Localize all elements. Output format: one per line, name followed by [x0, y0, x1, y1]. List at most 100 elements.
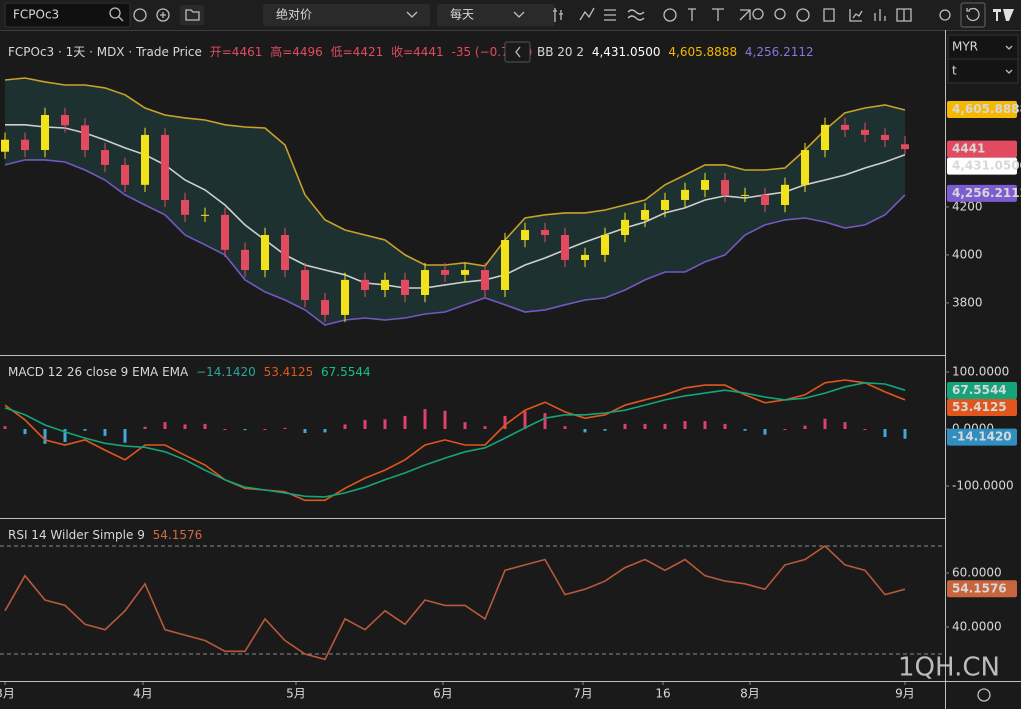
compare-tool[interactable]	[849, 9, 863, 22]
candle-body	[161, 134, 169, 200]
reset-tool[interactable]	[796, 8, 810, 22]
high-label: 高=4496	[270, 44, 323, 59]
x-tick-label: 9月	[895, 687, 915, 701]
candle-body	[181, 199, 189, 215]
histogram-bar	[183, 424, 187, 430]
candle-body	[541, 229, 549, 235]
line-tool[interactable]	[579, 7, 595, 21]
histogram-bar	[603, 429, 607, 431]
histogram-bar	[163, 422, 167, 430]
undo-icon	[966, 7, 980, 22]
histogram-bar	[303, 429, 307, 434]
candle-body	[241, 249, 249, 271]
chevron	[406, 11, 418, 18]
axis-settings[interactable]	[977, 688, 991, 702]
undo-button[interactable]	[960, 2, 986, 28]
bb-mid-value: 4,431.0500	[592, 45, 661, 59]
series-line	[4, 381, 906, 498]
price-type[interactable]: 绝对价	[276, 7, 312, 22]
search-icon[interactable]	[109, 7, 121, 19]
unit-select[interactable]	[947, 58, 1019, 84]
symbol[interactable]: FCPOc3	[13, 8, 59, 22]
histogram-bar	[583, 429, 587, 433]
histogram-bar	[203, 423, 207, 430]
band-fill	[5, 78, 905, 325]
price-label-box	[947, 381, 1017, 399]
candle-body	[1, 139, 9, 152]
histogram-bar	[383, 419, 387, 430]
histogram-bar	[443, 410, 447, 430]
macd-legend: MACD 12 26 close 9 EMA EMA −14.1420 53.4…	[8, 365, 371, 379]
histogram-bar	[523, 411, 527, 430]
interval-select[interactable]	[437, 4, 555, 26]
interval[interactable]: 每天	[450, 7, 474, 22]
histogram-bar	[43, 429, 47, 444]
histogram-bar	[23, 429, 27, 435]
bb-upper-value: 4,605.8888	[668, 45, 737, 59]
histogram-bar	[643, 423, 647, 430]
collapse-button[interactable]	[504, 41, 531, 63]
text-tool[interactable]	[688, 8, 696, 21]
candle-body	[361, 279, 369, 290]
candle-body	[21, 139, 29, 151]
histogram-bar	[63, 429, 67, 443]
hist-value: −14.1420	[196, 365, 256, 379]
zoom-out[interactable]	[774, 8, 786, 20]
histogram-bar	[863, 429, 867, 431]
price-label-box	[947, 428, 1017, 446]
histogram-bar	[503, 415, 507, 430]
price-label-box	[947, 157, 1017, 175]
search-icon-handle	[118, 16, 124, 22]
price-label: 4,256.2112	[952, 186, 1021, 200]
add-icon	[160, 12, 166, 18]
arrow-tool[interactable]	[739, 9, 751, 21]
candle-body	[81, 125, 89, 151]
settings[interactable]	[939, 9, 951, 21]
x-tick-label: 6月	[433, 687, 453, 701]
histogram-bar	[3, 426, 7, 430]
e-tool[interactable]	[663, 8, 677, 22]
candle-tool[interactable]	[553, 8, 563, 22]
symbol-search[interactable]	[4, 2, 131, 28]
price-type-select[interactable]	[263, 4, 430, 26]
toolbar: FCPOc3 绝对价 每天	[0, 0, 1021, 30]
series-line	[5, 124, 906, 289]
price-label-box	[947, 184, 1017, 202]
unit[interactable]: t	[952, 64, 957, 78]
series-line	[4, 159, 906, 326]
histogram-bar	[763, 429, 767, 435]
copy-tool[interactable]	[823, 8, 835, 22]
bars-tool[interactable]	[874, 9, 886, 21]
t-tool[interactable]	[712, 8, 724, 21]
history-button[interactable]	[133, 8, 147, 22]
folder-button[interactable]	[180, 5, 204, 25]
layout-tool[interactable]	[896, 8, 912, 22]
candle-body	[741, 194, 749, 196]
histogram-bar	[143, 426, 147, 430]
candle-body	[141, 134, 149, 185]
wave-tool[interactable]	[627, 9, 645, 21]
chevron	[1005, 69, 1013, 74]
currency[interactable]: MYR	[952, 40, 978, 54]
price-label-box	[947, 140, 1017, 158]
currency-select[interactable]	[947, 34, 1019, 60]
plots: 3800 4000 4200 4,605.8888 4441 4,431.0500 4,25…	[0, 77, 1021, 701]
indicator-tool[interactable]	[604, 9, 616, 21]
histogram-bar	[323, 429, 327, 433]
histogram-bar	[903, 429, 907, 439]
candle-body	[381, 279, 389, 290]
x-tick-label: 4月	[133, 687, 153, 701]
candle-body	[661, 199, 669, 211]
open-label: 开=4461	[210, 45, 263, 59]
histogram-bar	[663, 423, 667, 430]
histogram-bar	[483, 426, 487, 430]
candle-body	[261, 235, 269, 271]
histogram-bar	[403, 415, 407, 430]
candle-body	[101, 150, 109, 165]
candle-body	[641, 210, 649, 220]
candle-body	[881, 134, 889, 140]
candle-body	[501, 240, 509, 290]
add-button[interactable]	[156, 8, 170, 22]
macd-value: 53.4125	[264, 365, 314, 379]
zoom-in[interactable]	[752, 8, 764, 20]
